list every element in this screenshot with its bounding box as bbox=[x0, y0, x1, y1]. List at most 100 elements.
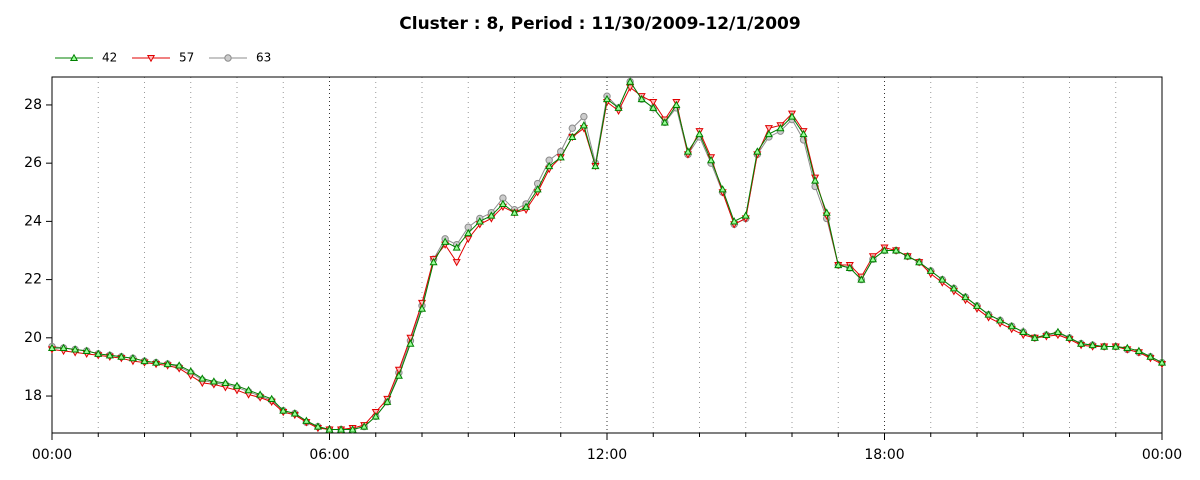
legend-label: 57 bbox=[179, 51, 194, 65]
point bbox=[1088, 340, 1097, 349]
point bbox=[82, 346, 91, 354]
legend-label: 42 bbox=[102, 51, 117, 65]
y-tick-label: 24 bbox=[24, 213, 42, 229]
point bbox=[464, 235, 473, 244]
point bbox=[452, 243, 461, 251]
point bbox=[822, 208, 831, 216]
point bbox=[1134, 346, 1143, 354]
point bbox=[834, 260, 843, 269]
point bbox=[649, 98, 658, 107]
point bbox=[1065, 333, 1074, 341]
chart-title: Cluster : 8, Period : 11/30/2009-12/1/20… bbox=[399, 14, 800, 34]
point bbox=[452, 259, 461, 267]
x-tick-label: 12:00 bbox=[587, 447, 627, 463]
point bbox=[1007, 321, 1016, 330]
point bbox=[175, 361, 184, 369]
point bbox=[302, 416, 311, 424]
point bbox=[660, 118, 669, 126]
legend-marker bbox=[224, 54, 232, 62]
point bbox=[533, 185, 542, 193]
point bbox=[429, 257, 438, 266]
point bbox=[707, 156, 716, 164]
point bbox=[1157, 358, 1167, 366]
point bbox=[764, 125, 773, 133]
point bbox=[1042, 330, 1051, 338]
point bbox=[47, 343, 57, 352]
point bbox=[880, 246, 889, 254]
point bbox=[59, 343, 68, 352]
point bbox=[522, 202, 531, 210]
point bbox=[1111, 342, 1120, 350]
point bbox=[602, 94, 612, 103]
point bbox=[764, 129, 773, 138]
point bbox=[348, 425, 357, 433]
point bbox=[1053, 327, 1062, 336]
point bbox=[279, 406, 288, 414]
point bbox=[568, 124, 577, 132]
point bbox=[580, 112, 588, 121]
point bbox=[383, 397, 392, 405]
point bbox=[360, 422, 369, 430]
point bbox=[186, 367, 195, 375]
point bbox=[730, 217, 739, 225]
point bbox=[498, 199, 507, 207]
point bbox=[313, 422, 322, 430]
point bbox=[221, 378, 230, 386]
x-tick-label: 00:00 bbox=[32, 447, 72, 463]
point bbox=[949, 284, 958, 292]
point bbox=[1019, 327, 1028, 336]
y-tick-label: 22 bbox=[24, 272, 42, 288]
point bbox=[152, 358, 161, 366]
point bbox=[892, 246, 901, 254]
point bbox=[417, 304, 427, 312]
point bbox=[614, 103, 623, 111]
point bbox=[683, 147, 692, 155]
plot-frame bbox=[51, 76, 1163, 434]
point bbox=[1030, 333, 1039, 341]
point bbox=[117, 352, 126, 360]
point bbox=[811, 176, 820, 184]
y-tick-label: 18 bbox=[24, 388, 42, 404]
point bbox=[915, 257, 924, 266]
y-tick-label: 28 bbox=[24, 97, 42, 113]
point bbox=[140, 356, 149, 365]
point bbox=[556, 153, 565, 161]
point bbox=[579, 121, 588, 129]
point bbox=[695, 129, 704, 138]
point bbox=[290, 409, 299, 417]
point bbox=[441, 237, 450, 245]
point bbox=[637, 94, 646, 103]
point bbox=[984, 310, 993, 318]
point bbox=[105, 351, 114, 359]
x-tick-label: 18:00 bbox=[864, 447, 904, 463]
point bbox=[163, 359, 172, 368]
point bbox=[741, 211, 750, 219]
point bbox=[128, 353, 137, 362]
point bbox=[926, 266, 935, 274]
y-tick-label: 26 bbox=[24, 155, 42, 171]
legend-marker bbox=[69, 53, 79, 62]
point bbox=[753, 147, 762, 155]
point bbox=[256, 390, 265, 398]
point bbox=[1100, 342, 1109, 350]
point bbox=[591, 161, 600, 170]
point bbox=[996, 316, 1005, 324]
point bbox=[406, 339, 415, 347]
point bbox=[325, 425, 334, 433]
point bbox=[475, 217, 484, 225]
point bbox=[487, 211, 496, 219]
point bbox=[464, 228, 473, 237]
point bbox=[972, 301, 982, 309]
point bbox=[845, 263, 854, 272]
point bbox=[568, 132, 577, 141]
point bbox=[232, 381, 242, 389]
y-tick-label: 20 bbox=[24, 330, 42, 346]
point bbox=[198, 374, 207, 382]
point bbox=[776, 124, 785, 132]
point bbox=[938, 275, 947, 283]
point bbox=[672, 100, 681, 109]
legend-label: 63 bbox=[256, 51, 271, 65]
point bbox=[244, 385, 253, 394]
point bbox=[1146, 352, 1155, 360]
